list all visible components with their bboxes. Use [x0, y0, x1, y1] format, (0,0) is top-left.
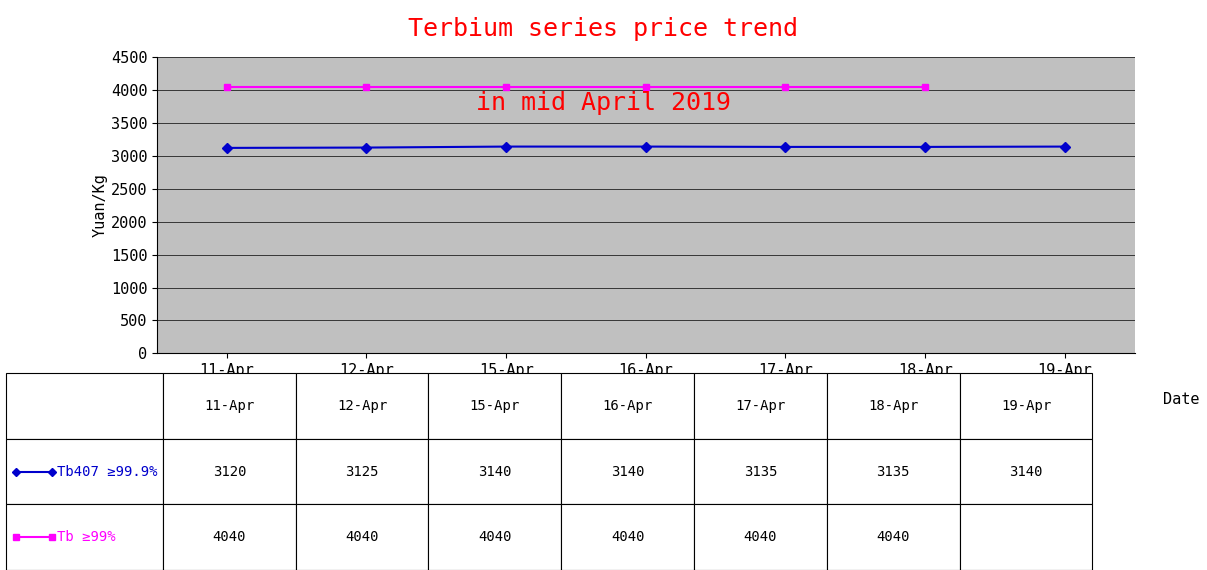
Bar [827, 504, 960, 570]
Bar [163, 504, 296, 570]
Text: 4040: 4040 [478, 530, 512, 544]
Text: Terbium series price trend: Terbium series price trend [408, 17, 799, 41]
Bar [163, 439, 296, 504]
Text: 3140: 3140 [1009, 465, 1043, 479]
Bar [428, 373, 561, 439]
Text: 3140: 3140 [611, 465, 645, 479]
Bar [428, 504, 561, 570]
Bar [296, 504, 428, 570]
Text: in mid April 2019: in mid April 2019 [476, 91, 731, 115]
Bar [960, 439, 1092, 504]
Text: Tb407 ≥99.9%: Tb407 ≥99.9% [57, 465, 157, 479]
Bar [561, 373, 694, 439]
Text: Date: Date [1162, 392, 1199, 407]
Bar [960, 373, 1092, 439]
Text: 16-Apr: 16-Apr [602, 399, 653, 413]
Bar [6, 373, 163, 439]
Bar [561, 504, 694, 570]
Bar [827, 373, 960, 439]
Bar [561, 439, 694, 504]
Bar [6, 504, 163, 570]
Bar [428, 439, 561, 504]
Bar [163, 373, 296, 439]
Y-axis label: Yuan/Kg: Yuan/Kg [93, 173, 107, 237]
Text: 3125: 3125 [345, 465, 379, 479]
Bar [694, 439, 827, 504]
Text: 3135: 3135 [876, 465, 910, 479]
Text: 4040: 4040 [212, 530, 246, 544]
Text: 17-Apr: 17-Apr [735, 399, 786, 413]
Text: 15-Apr: 15-Apr [470, 399, 520, 413]
Bar [827, 439, 960, 504]
Bar [296, 373, 428, 439]
Bar [960, 504, 1092, 570]
Bar [694, 504, 827, 570]
Bar [6, 439, 163, 504]
Text: 3135: 3135 [744, 465, 777, 479]
Text: 4040: 4040 [345, 530, 379, 544]
Text: 12-Apr: 12-Apr [337, 399, 387, 413]
Bar [296, 439, 428, 504]
Text: 3120: 3120 [212, 465, 246, 479]
Text: Tb ≥99%: Tb ≥99% [57, 530, 116, 544]
Text: 3140: 3140 [478, 465, 512, 479]
Bar [694, 373, 827, 439]
Text: 4040: 4040 [876, 530, 910, 544]
Text: 4040: 4040 [744, 530, 777, 544]
Text: 19-Apr: 19-Apr [1001, 399, 1051, 413]
Text: 18-Apr: 18-Apr [868, 399, 919, 413]
Text: 11-Apr: 11-Apr [204, 399, 255, 413]
Text: 4040: 4040 [611, 530, 645, 544]
